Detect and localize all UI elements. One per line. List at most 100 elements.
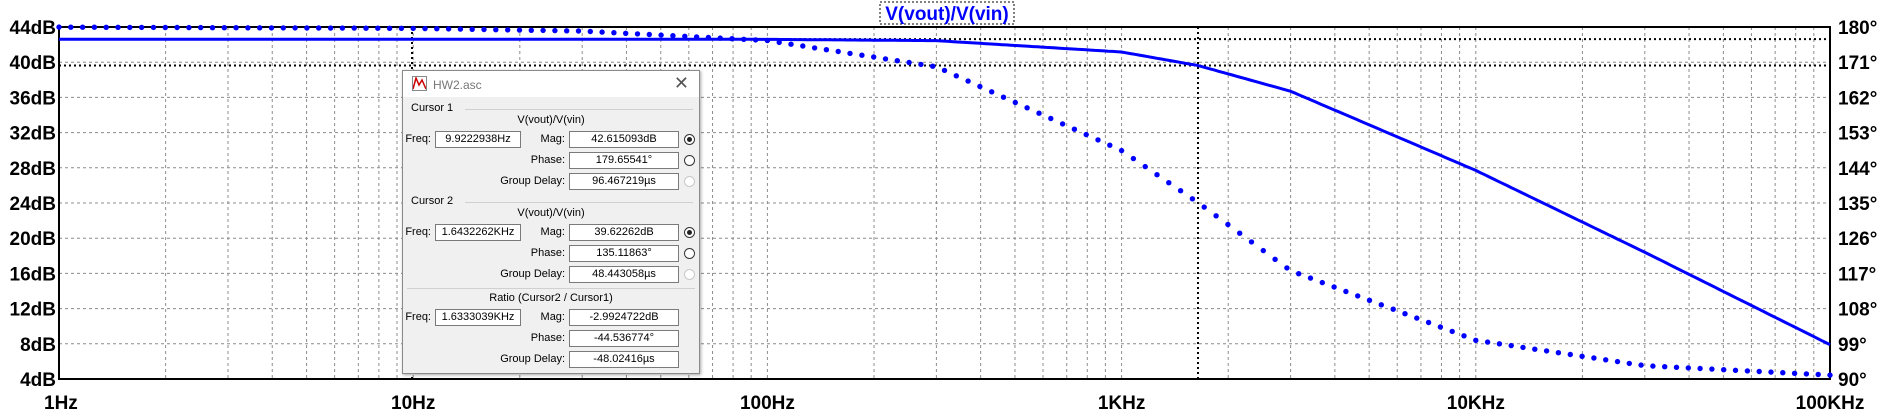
phase-trace-point xyxy=(481,26,487,33)
y-left-tick-label: 12dB xyxy=(10,300,56,321)
cursor2-mag-field[interactable]: 39.62262dB xyxy=(569,224,679,241)
chart-title[interactable]: V(vout)/V(vin) xyxy=(885,4,1009,25)
phase-trace-point xyxy=(1083,131,1089,138)
ltspice-app-icon xyxy=(412,76,427,91)
ratio-gd-label: Group Delay: xyxy=(500,353,565,365)
y-right-tick-label: 117° xyxy=(1838,264,1876,285)
phase-trace-point xyxy=(1662,364,1668,370)
cursor1-gd-field[interactable]: 96.467219µs xyxy=(569,173,679,190)
phase-trace-point xyxy=(56,24,62,30)
cursor1-freq-label: Freq: xyxy=(405,133,431,145)
phase-trace-point xyxy=(953,73,959,79)
phase-trace-point xyxy=(245,25,251,31)
phase-trace-point xyxy=(1378,302,1385,308)
magnitude-trace xyxy=(59,37,1831,347)
phase-trace-point xyxy=(1638,362,1644,368)
phase-trace-point xyxy=(1815,371,1821,378)
close-icon[interactable]: ✕ xyxy=(673,73,689,93)
cursor2-phase-field[interactable]: 135.11863° xyxy=(569,245,679,262)
phase-trace-point xyxy=(658,32,664,38)
cursor1-phase-radio[interactable] xyxy=(684,155,695,166)
y-right-tick-label: 162° xyxy=(1838,88,1877,109)
cursor2-heading: Cursor 2 xyxy=(411,195,454,207)
phase-trace-point xyxy=(1484,339,1491,345)
x-tick-label: 1Hz xyxy=(44,393,78,414)
phase-trace-point xyxy=(103,24,109,30)
phase-trace-point xyxy=(847,50,853,57)
y-left-tick-label: 32dB xyxy=(10,124,56,145)
y-right-tick-label: 171° xyxy=(1838,53,1877,74)
phase-trace-point xyxy=(1650,363,1656,369)
cursor1-mag-field[interactable]: 42.615093dB xyxy=(569,131,679,148)
phase-trace-point xyxy=(280,25,286,31)
phase-trace-point xyxy=(162,24,168,31)
phase-trace-point xyxy=(1579,353,1585,359)
y-left-tick-label: 4dB xyxy=(20,370,56,391)
phase-trace-point xyxy=(835,48,841,55)
phase-trace-point xyxy=(1355,293,1361,299)
y-right-tick-label: 90° xyxy=(1838,370,1867,391)
ratio-phase-field[interactable]: -44.536774° xyxy=(569,330,679,347)
phase-trace-point xyxy=(327,25,334,31)
phase-trace-point xyxy=(209,25,216,31)
phase-trace-point xyxy=(268,25,275,31)
cursor2-freq-field[interactable]: 1.6432262KHz xyxy=(435,224,521,241)
phase-trace-point xyxy=(505,27,511,33)
title-box[interactable] xyxy=(879,1,1015,25)
phase-trace-point xyxy=(611,30,617,36)
phase-trace-point xyxy=(1709,366,1715,372)
cursor1-mag-radio[interactable] xyxy=(684,134,695,145)
cursor2-mag-radio[interactable] xyxy=(684,227,695,238)
phase-trace-point xyxy=(1307,275,1314,281)
cursor2-phase-radio[interactable] xyxy=(684,248,695,259)
phase-trace-point xyxy=(1603,357,1609,363)
phase-trace-point xyxy=(1449,328,1455,335)
phase-trace-point xyxy=(386,25,393,31)
phase-trace-point xyxy=(1213,213,1219,219)
traces[interactable] xyxy=(56,24,1833,378)
phase-trace-point xyxy=(1591,355,1597,361)
ratio-gd-field[interactable]: -48.02416µs xyxy=(569,351,679,368)
phase-trace-point xyxy=(1685,365,1692,371)
ratio-mag-field[interactable]: -2.9924722dB xyxy=(569,309,679,326)
cursor-dialog[interactable]: HW2.asc ✕ Cursor 1 V(vout)/V(vin) Freq: … xyxy=(402,70,700,374)
phase-trace-point xyxy=(138,24,145,31)
cursor2-gd-radio[interactable] xyxy=(684,269,695,280)
phase-trace-point xyxy=(1626,360,1633,367)
phase-trace-point xyxy=(375,25,381,31)
phase-trace-point xyxy=(1272,256,1278,262)
phase-trace-point xyxy=(1673,364,1680,370)
x-tick-label: 1KHz xyxy=(1098,393,1146,414)
cursor2-gd-field[interactable]: 48.443058µs xyxy=(569,266,679,283)
phase-trace-point xyxy=(1177,188,1184,194)
y-right-tick-label: 99° xyxy=(1838,335,1867,356)
phase-trace-point xyxy=(445,26,452,32)
dialog-titlebar[interactable]: HW2.asc ✕ xyxy=(403,71,699,97)
phase-trace-point xyxy=(1036,110,1042,116)
phase-trace-point xyxy=(1059,121,1066,127)
phase-trace-point xyxy=(363,25,369,31)
phase-trace-point xyxy=(398,25,405,31)
y-right-tick-label: 153° xyxy=(1838,124,1877,145)
phase-trace-point xyxy=(1390,306,1396,312)
cursor2-gd-label: Group Delay: xyxy=(500,268,565,280)
cursor1-phase-field[interactable]: 179.65541° xyxy=(569,152,679,169)
phase-trace-point xyxy=(965,78,971,84)
phase-trace-point xyxy=(646,31,652,38)
cursor1-separator xyxy=(465,109,693,110)
x-tick-label: 10KHz xyxy=(1447,393,1505,414)
y-right-tick-label: 126° xyxy=(1838,229,1877,250)
phase-trace-point xyxy=(115,24,121,30)
cursor1-freq-field[interactable]: 9.9222938Hz xyxy=(435,131,521,148)
y-right-tick-label: 135° xyxy=(1838,194,1877,215)
y-left-tick-label: 8dB xyxy=(20,335,56,356)
y-right-ticks: 90° 99° 108° 117° 126° 135° 144° 153° 162° 171° 18… xyxy=(1838,18,1877,391)
phase-trace-point xyxy=(1732,367,1739,373)
ratio-freq-field[interactable]: 1.6333039KHz xyxy=(435,309,521,326)
phase-trace-point xyxy=(457,26,464,32)
phase-trace-point xyxy=(540,27,546,34)
cursor1-gd-radio[interactable] xyxy=(684,176,695,187)
phase-trace-point xyxy=(1154,172,1160,178)
phase-trace-point xyxy=(1343,288,1349,295)
